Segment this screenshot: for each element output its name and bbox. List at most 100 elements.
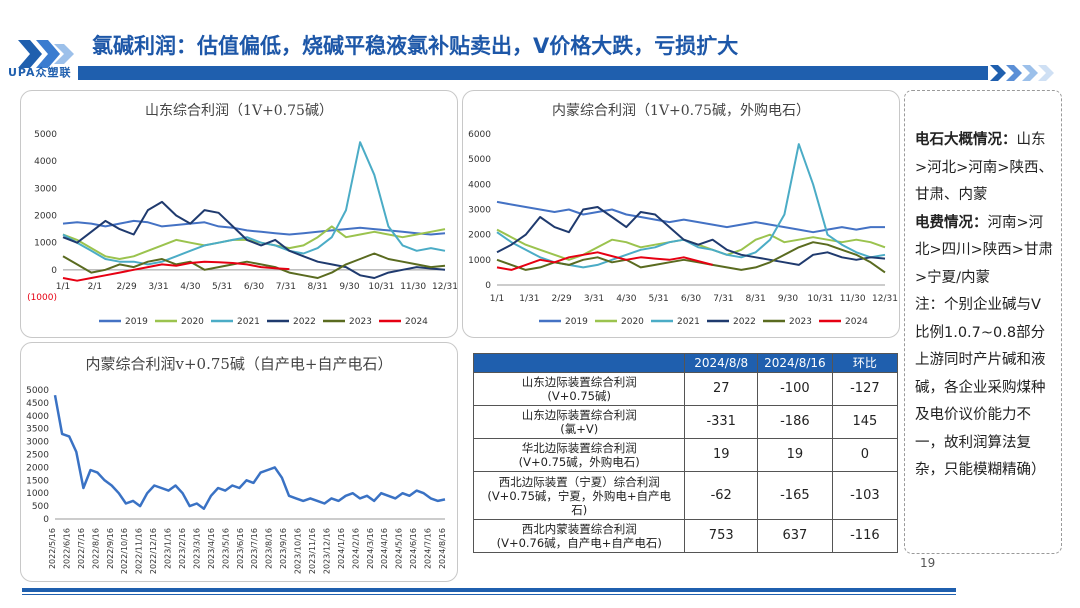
y-tick-label: 2000 [468,231,491,241]
y-tick-label: 2000 [26,463,49,473]
x-tick-label: 10/31 [368,282,394,292]
x-tick-label: 2022/5/16 [48,528,57,569]
series-line-2023 [62,252,446,279]
x-tick-label: 2023/7/16 [250,528,259,569]
row-name: 华北边际装置综合利润 (V+0.75碱，外购电石) [472,438,686,472]
y-tick-label: 5000 [34,130,57,140]
table-row: 西北内蒙装置综合利润 (V+0.76碱，自产电+自产电石) 753 637 -11… [472,519,899,553]
x-tick-label: 2023/4/16 [207,528,216,569]
chart-title: 山东综合利润（1V+0.75碱） [145,103,333,119]
y-tick-label: 3500 [26,425,49,435]
value-cell: -331 [684,405,759,439]
x-tick-label: 1/31 [519,294,539,304]
y-tick-label: 5000 [26,386,49,396]
x-tick-label: 7/31 [713,294,733,304]
change-cell: -116 [831,519,899,553]
title-bar [78,66,988,80]
footer-line [22,594,956,595]
y-tick-label: 4500 [26,399,49,409]
page-title: 氯碱利润：估值偏低，烧碱平稳液氯补贴卖出，V价格大跌，亏损扩大 [92,34,739,58]
y-tick-label: 1000 [468,256,491,266]
y-tick-label: 5000 [468,155,491,165]
x-tick-label: 4/30 [616,294,636,304]
y-tick-label: (1000) [27,293,57,303]
neimeng-outsourced-profit-chart: 6000 5000 4000 3000 2000 1000 0 1/1 1/31 2/29 3/31… [468,130,898,327]
x-tick-label: 1/1 [56,282,70,292]
chart-panel-neimeng-self: 内蒙综合利润v+0.75碱（自产电+自产电石） 5000 4500 4000 3500… [20,342,458,582]
x-tick-label: 5/31 [212,282,232,292]
y-tick-label: 4000 [34,157,57,167]
x-tick-label: 2023/9/16 [279,528,288,569]
value-cell: -165 [757,471,833,520]
y-tick-label: 1500 [26,476,49,486]
x-tick-label: 12/31 [432,282,457,292]
x-tick-label: 2022/10/16 [120,528,129,574]
y-tick-label: 4000 [26,412,49,422]
value-cell: -100 [757,372,833,406]
x-tick-label: 3/31 [148,282,168,292]
x-tick-label: 2/29 [117,282,137,292]
x-tick-label: 2024/6/16 [409,528,418,569]
x-tick-label: 2023/10/16 [294,528,303,574]
power-text: 河南>河北>四川>陕西>甘肃>宁夏/内蒙 [915,214,1053,286]
value-cell: 27 [684,372,759,406]
change-cell: 0 [831,438,899,472]
series-line-内蒙 [53,394,446,510]
value-cell: 637 [757,519,833,553]
x-tick-label: 2022/9/16 [106,528,115,569]
value-cell: -62 [684,471,759,520]
remark-text: 注：个别企业碱与V比例1.0.7~0.8部分上游同时产片碱和液碱，各企业采购煤种… [915,297,1046,478]
table-row: 西北边际装置（宁夏）综合利润 (V+0.75碱，宁夏，外购电+自产电 石) -62 … [472,471,899,520]
table-header-row: 2024/8/8 2024/8/16 环比 [472,353,899,373]
legend-label: 2023 [349,317,372,327]
x-tick-label: 2023/2/16 [178,528,187,569]
x-tick-label: 7/31 [276,282,296,292]
y-tick-label: 0 [43,515,49,525]
x-tick-label: 5/31 [649,294,669,304]
x-tick-label: 2024/7/16 [424,528,433,569]
value-cell: 753 [684,519,759,553]
series-line-2022 [62,200,446,279]
footer-bar [22,588,956,592]
y-tick-label: 2500 [26,451,49,461]
table-header [472,353,686,373]
y-tick-label: 3000 [34,184,57,194]
value-cell: 19 [757,438,833,472]
x-tick-label: 8/31 [308,282,328,292]
x-tick-label: 6/30 [244,282,264,292]
change-cell: 145 [831,405,899,439]
upa-logo [18,40,74,68]
x-tick-label: 2023/5/16 [221,528,230,569]
x-tick-label: 12/31 [872,294,898,304]
y-tick-label: 3000 [468,206,491,216]
series-line-2022 [496,206,886,266]
legend-label: 2019 [565,317,588,327]
x-tick-label: 2023/3/16 [192,528,201,569]
x-tick-label: 11/30 [840,294,866,304]
y-tick-label: 1000 [26,489,49,499]
value-cell: 19 [684,438,759,472]
table-header: 2024/8/8 [684,353,759,373]
page-number: 19 [920,556,936,570]
series-line-2024 [62,260,290,282]
x-tick-label: 2022/7/16 [77,528,86,569]
x-tick-label: 2023/1/16 [164,528,173,569]
shandong-profit-chart: 5000 4000 3000 2000 1000 0 (1000)1/1 2/1 2/29 3/3… [27,130,457,327]
power-label: 电费情况： [915,214,988,231]
series-line-2019 [496,200,885,234]
x-tick-label: 2022/12/16 [149,528,158,574]
row-name: 山东边际装置综合利润 (V+0.75碱) [472,372,686,406]
x-tick-label: 1/1 [490,294,504,304]
x-tick-label: 2023/8/16 [265,528,274,569]
chart-panel-neimeng-outsourced: 内蒙综合利润（1V+0.75碱，外购电石） 6000 5000 4000 3000 20… [462,90,900,338]
x-tick-label: 2024/2/16 [351,528,360,569]
row-name: 山东边际装置综合利润 (氯+V) [472,405,686,439]
y-tick-label: 0 [485,281,491,291]
chevron-arrows-icon [990,65,1054,81]
x-tick-label: 2022/8/16 [91,528,100,569]
y-tick-label: 0 [51,266,57,276]
legend-label: 2020 [621,317,644,327]
y-tick-label: 2000 [34,212,57,222]
x-tick-label: 2022/6/16 [62,528,71,569]
chart-title: 内蒙综合利润v+0.75碱（自产电+自产电石） [85,355,393,373]
